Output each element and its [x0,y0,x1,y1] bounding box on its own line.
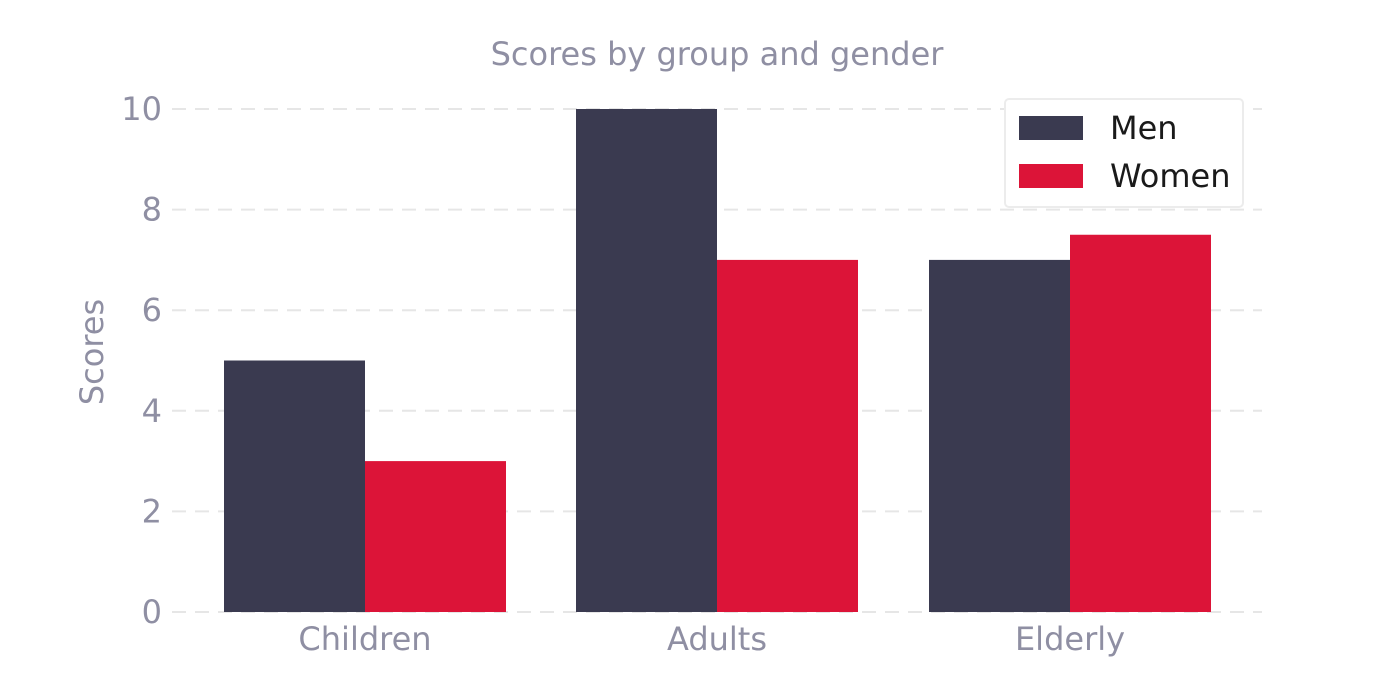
legend-label-men: Men [1110,109,1178,147]
y-tick-label: 4 [142,392,162,430]
y-tick-label: 2 [142,492,162,530]
bar-men-children [224,360,365,612]
y-tick-labels: 0 2 4 6 8 10 [121,90,162,631]
x-tick-labels: Children Adults Elderly [298,620,1125,658]
bar-men-adults [576,109,717,612]
legend-swatch-men [1019,116,1083,140]
chart-title: Scores by group and gender [491,35,945,73]
x-tick-label: Adults [667,620,767,658]
y-tick-label: 0 [142,593,162,631]
y-tick-label: 8 [142,191,162,229]
bars [224,109,1211,612]
y-tick-label: 6 [142,291,162,329]
legend-label-women: Women [1110,157,1230,195]
bar-women-adults [717,259,858,612]
bar-women-children [365,461,506,612]
legend: Men Women [1004,98,1244,208]
bar-men-elderly [929,259,1070,612]
legend-swatch-women [1019,164,1083,188]
x-tick-label: Children [298,620,431,658]
bar-women-elderly [1070,234,1211,612]
y-axis-label: Scores [73,299,111,405]
x-tick-label: Elderly [1015,620,1125,658]
y-tick-label: 10 [121,90,162,128]
